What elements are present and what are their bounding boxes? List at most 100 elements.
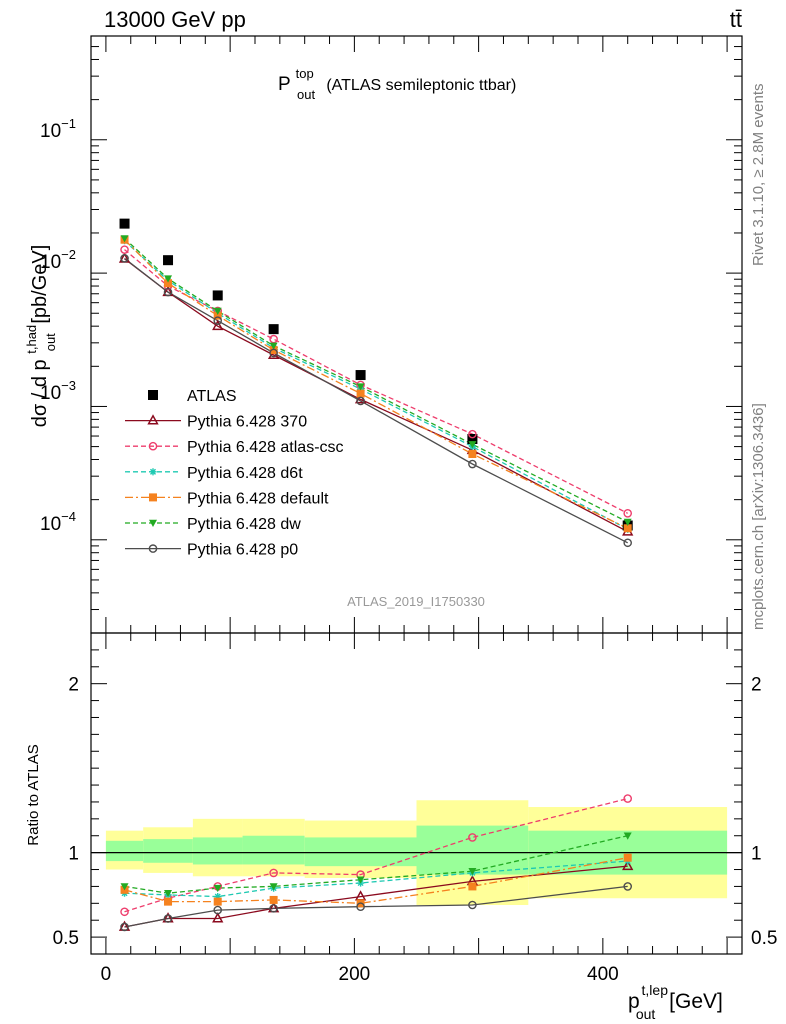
ylabel-a: dσ / d p [29, 359, 51, 427]
y-tick-label-0: 10−1 [40, 116, 76, 142]
ratio-frame [90, 632, 743, 955]
main-point-atlas-0 [119, 218, 130, 229]
ratio-point-pythia-6-428-dw-2 [213, 884, 222, 893]
legend-entry-atlas: ATLAS [148, 388, 237, 405]
main-point-atlas-3 [268, 324, 279, 335]
legend-entry-pythia-6-428-default: Pythia 6.428 default [125, 490, 329, 507]
main-point-pythia-6-428-default-1 [164, 279, 173, 288]
legend-label-pythia-6-428-370: Pythia 6.428 370 [187, 414, 307, 431]
main-line-pythia-6-428-default [124, 239, 628, 529]
legend-entry-pythia-6-428-d6t: Pythia 6.428 d6t [125, 465, 303, 482]
ratio-y-axis-label: Ratio to ATLAS [25, 744, 42, 845]
ratio-point-pythia-6-428-default-2 [213, 897, 222, 906]
ratio-ticks: 0.5 0.5 1 1 2 2 0 200 400 [53, 633, 777, 985]
main-point-pythia-6-428-atlas-csc-6 [623, 509, 633, 518]
main-point-pythia-6-428-p0-6 [623, 538, 633, 548]
title-sub: out [297, 87, 315, 102]
ratio-y-tick-label-right-1: 1 [751, 844, 762, 865]
ratio-point-pythia-6-428-370-6 [622, 859, 634, 871]
legend-entry-pythia-6-428-370: Pythia 6.428 370 [125, 414, 307, 431]
main-point-pythia-6-428-dw-3 [269, 342, 278, 350]
ratio-point-pythia-6-428-atlas-csc-3 [269, 868, 278, 878]
ratio-point-pythia-6-428-p0-4 [356, 902, 365, 911]
legend-marker-pythia-6-428-d6t [149, 468, 157, 476]
main-point-atlas-4 [355, 370, 366, 381]
ratio-y-tick-label-left-2: 2 [68, 675, 79, 696]
ratio-point-pythia-6-428-dw-1 [164, 889, 173, 898]
main-ticks [91, 36, 742, 634]
main-point-pythia-6-428-default-4 [356, 389, 365, 398]
ratio-point-pythia-6-428-atlas-csc-5 [468, 833, 477, 842]
main-point-atlas-5 [467, 434, 478, 445]
ylabel-b: [pb/GeV] [29, 245, 51, 324]
main-point-pythia-6-428-p0-5 [468, 459, 477, 469]
main-point-pythia-6-428-dw-2 [213, 307, 222, 315]
legend-marker-atlas [148, 390, 158, 400]
ratio-point-pythia-6-428-dw-4 [356, 876, 365, 884]
main-y-axis-label: dσ / d p t,had out [pb/GeV] [19, 245, 60, 428]
ratio-point-pythia-6-428-d6t-2 [214, 892, 222, 901]
main-point-pythia-6-428-atlas-csc-5 [468, 429, 477, 439]
main-point-pythia-6-428-default-5 [468, 449, 477, 458]
main-line-pythia-6-428-d6t [124, 240, 629, 530]
x-tick-label-0: 0 [101, 964, 112, 985]
ratio-point-pythia-6-428-p0-1 [163, 914, 173, 923]
main-point-pythia-6-428-p0-4 [356, 396, 365, 406]
ratio-point-pythia-6-428-default-1 [164, 897, 173, 906]
ratio-y-tick-label-right-0: 0.5 [751, 928, 777, 949]
ratio-bands [91, 800, 742, 906]
ratio-point-pythia-6-428-p0-3 [269, 904, 278, 913]
ratio-point-pythia-6-428-p0-6 [623, 882, 633, 891]
ratio-marks [118, 794, 634, 932]
main-point-atlas-1 [163, 255, 174, 266]
title-suffix: (ATLAS semileptonic ttbar) [326, 77, 516, 94]
ratio-point-pythia-6-428-default-6 [623, 853, 632, 862]
energy-label: 13000 GeV pp [104, 7, 246, 32]
rivet-label: Rivet 3.1.10, ≥ 2.8M events [750, 84, 767, 267]
main-point-pythia-6-428-dw-0 [120, 235, 129, 243]
ratio-y-tick-label-left-0: 0.5 [53, 928, 79, 949]
main-point-pythia-6-428-dw-5 [468, 441, 477, 449]
ratio-point-pythia-6-428-dw-0 [120, 883, 129, 891]
ratio-point-pythia-6-428-dw-6 [623, 832, 632, 840]
legend-marker-pythia-6-428-default [149, 493, 157, 502]
title-sup: top [296, 66, 314, 81]
x-tick-label-1: 200 [339, 964, 371, 985]
y-tick-label-1: 10−2 [40, 247, 76, 273]
ratio-point-pythia-6-428-default-5 [468, 882, 477, 891]
ratio-band-green-4 [304, 837, 417, 867]
legend-marker-pythia-6-428-dw [149, 519, 157, 527]
legend-label-atlas: ATLAS [187, 388, 237, 405]
ratio-point-pythia-6-428-dw-3 [269, 883, 278, 891]
title-main: P [278, 74, 290, 95]
legend-marker-pythia-6-428-p0 [148, 544, 158, 553]
x-axis-label: p t,lep out [GeV] [628, 977, 723, 1024]
ratio-band-green-3 [242, 835, 305, 865]
main-marks [118, 218, 634, 548]
main-point-pythia-6-428-p0-1 [163, 287, 173, 297]
main-point-pythia-6-428-atlas-csc-0 [120, 245, 129, 254]
main-point-pythia-6-428-default-6 [623, 524, 632, 533]
ratio-band-green-0 [105, 840, 144, 862]
ratio-point-pythia-6-428-default-3 [269, 895, 278, 904]
ratio-point-pythia-6-428-dw-5 [468, 868, 477, 876]
main-point-pythia-6-428-370-2 [212, 319, 224, 331]
main-point-pythia-6-428-atlas-csc-3 [269, 334, 278, 344]
legend-label-pythia-6-428-p0: Pythia 6.428 p0 [187, 542, 298, 559]
ratio-point-pythia-6-428-atlas-csc-6 [623, 794, 633, 803]
ratio-point-pythia-6-428-p0-0 [120, 922, 129, 932]
legend-marker-pythia-6-428-370 [147, 414, 159, 425]
ratio-band-green-2 [192, 837, 243, 865]
ratio-point-pythia-6-428-p0-5 [468, 900, 477, 910]
main-point-pythia-6-428-default-2 [213, 311, 222, 320]
legend-entry-pythia-6-428-dw: Pythia 6.428 dw [125, 516, 301, 533]
legend-entry-pythia-6-428-atlas-csc: Pythia 6.428 atlas-csc [125, 439, 344, 456]
mcplots-label: mcplots.cern.ch [arXiv:1306.3436] [750, 403, 767, 630]
main-point-pythia-6-428-dw-1 [164, 275, 173, 283]
main-point-atlas-2 [212, 290, 223, 301]
legend-label-pythia-6-428-default: Pythia 6.428 default [187, 490, 329, 507]
main-point-pythia-6-428-p0-0 [120, 254, 129, 263]
legend-label-pythia-6-428-atlas-csc: Pythia 6.428 atlas-csc [187, 439, 344, 456]
y-tick-label-3: 10−4 [40, 509, 76, 535]
